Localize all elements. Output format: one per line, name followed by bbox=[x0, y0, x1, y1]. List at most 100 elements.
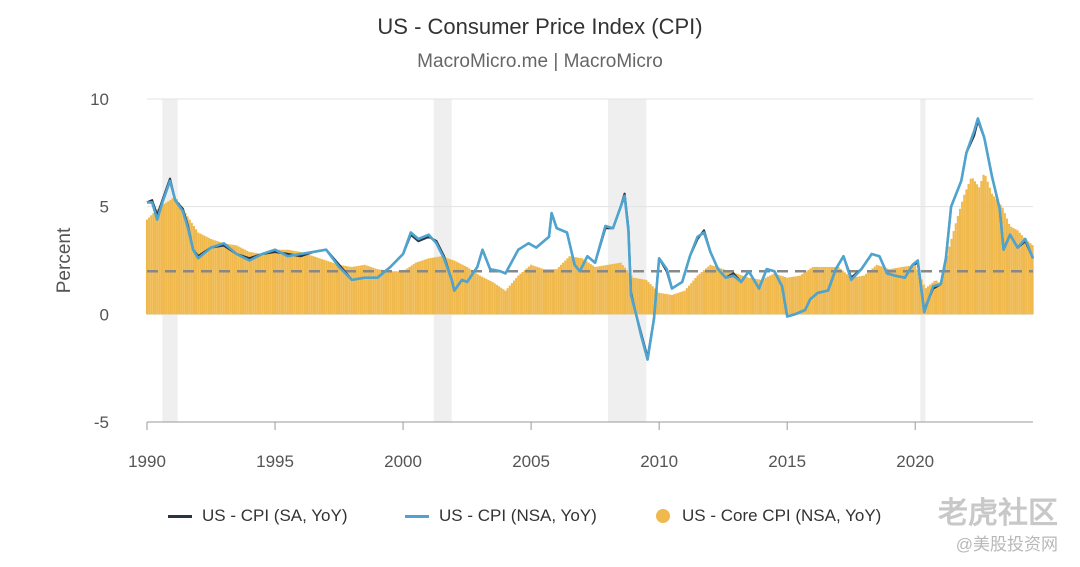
core-cpi-bar bbox=[777, 274, 780, 315]
legend-item-core-cpi[interactable]: US - Core CPI (NSA, YoY) bbox=[656, 503, 881, 529]
core-cpi-bar bbox=[841, 270, 844, 315]
core-cpi-bar bbox=[331, 262, 334, 315]
core-cpi-bar bbox=[647, 282, 650, 315]
x-tick-label: 2000 bbox=[384, 452, 422, 471]
core-cpi-bar bbox=[655, 290, 659, 315]
legend-swatch-core-cpi bbox=[656, 509, 670, 523]
core-cpi-bar bbox=[340, 265, 343, 315]
core-cpi-bar bbox=[892, 268, 895, 315]
core-cpi-bar bbox=[820, 266, 823, 315]
core-cpi-bar bbox=[297, 251, 300, 315]
core-cpi-bar bbox=[877, 265, 880, 315]
core-cpi-bar bbox=[700, 271, 703, 315]
core-cpi-bar bbox=[583, 259, 586, 315]
core-cpi-bar bbox=[1029, 243, 1032, 315]
core-cpi-bar bbox=[152, 213, 155, 315]
core-cpi-bar bbox=[572, 256, 575, 315]
core-cpi-bar bbox=[771, 274, 774, 315]
core-cpi-bar bbox=[830, 266, 834, 315]
core-cpi-bar bbox=[760, 279, 763, 315]
core-cpi-bar bbox=[626, 270, 629, 315]
core-cpi-bar bbox=[924, 288, 927, 315]
core-cpi-bar bbox=[549, 269, 552, 315]
legend-item-cpi-nsa[interactable]: US - CPI (NSA, YoY) bbox=[405, 503, 597, 529]
core-cpi-bar bbox=[982, 174, 985, 315]
legend-item-cpi-sa[interactable]: US - CPI (SA, YoY) bbox=[168, 503, 348, 529]
core-cpi-bar bbox=[860, 275, 863, 315]
core-cpi-bar bbox=[212, 239, 215, 315]
core-cpi-bar bbox=[939, 284, 942, 315]
core-cpi-bar bbox=[380, 269, 383, 315]
x-tick-label: 1995 bbox=[256, 452, 294, 471]
core-cpi-bar bbox=[163, 203, 166, 315]
core-cpi-bar bbox=[250, 252, 253, 315]
core-cpi-bar bbox=[299, 251, 302, 315]
core-cpi-bar bbox=[365, 265, 368, 315]
core-cpi-bar bbox=[807, 269, 810, 315]
core-cpi-bar bbox=[359, 265, 362, 315]
core-cpi-bar bbox=[547, 269, 550, 315]
core-cpi-bar bbox=[423, 259, 426, 315]
core-cpi-bar bbox=[165, 202, 168, 315]
core-cpi-bar bbox=[239, 247, 242, 315]
core-cpi-bar bbox=[421, 260, 424, 315]
core-cpi-bar bbox=[416, 261, 420, 315]
core-cpi-bar bbox=[707, 266, 710, 315]
core-cpi-bar bbox=[188, 219, 191, 315]
core-cpi-bar bbox=[203, 235, 206, 315]
core-cpi-bar bbox=[946, 255, 949, 315]
core-cpi-bar bbox=[641, 279, 644, 315]
core-cpi-bar bbox=[457, 262, 460, 315]
core-cpi-bar bbox=[314, 256, 317, 315]
chart-subtitle: MacroMicro.me | MacroMicro bbox=[417, 51, 663, 72]
core-cpi-bar bbox=[459, 263, 462, 315]
core-cpi-bar bbox=[990, 193, 994, 315]
core-cpi-bar bbox=[600, 265, 603, 315]
core-cpi-bar bbox=[557, 266, 560, 315]
core-cpi-bar bbox=[495, 284, 499, 315]
core-cpi-bar bbox=[984, 175, 987, 315]
core-cpi-bar bbox=[489, 280, 492, 315]
core-cpi-bar bbox=[690, 283, 693, 315]
core-cpi-bar bbox=[361, 265, 364, 315]
core-cpi-bar bbox=[291, 250, 294, 315]
core-cpi-bar bbox=[478, 275, 481, 315]
core-cpi-bar bbox=[468, 268, 471, 315]
core-cpi-bar bbox=[702, 270, 706, 315]
core-cpi-bar bbox=[320, 259, 324, 315]
core-cpi-bar bbox=[335, 264, 338, 315]
core-cpi-bar bbox=[638, 278, 641, 315]
core-cpi-bar bbox=[717, 267, 720, 315]
core-cpi-bar bbox=[764, 277, 767, 315]
core-cpi-bar bbox=[145, 219, 149, 315]
core-cpi-bar bbox=[594, 266, 597, 315]
core-cpi-bar bbox=[668, 294, 671, 315]
core-cpi-bar bbox=[461, 264, 464, 315]
core-cpi-bar bbox=[186, 216, 189, 315]
core-cpi-bar bbox=[1005, 218, 1009, 315]
core-cpi-bar bbox=[894, 268, 898, 315]
core-cpi-bar bbox=[961, 201, 964, 315]
core-cpi-bar bbox=[886, 268, 889, 315]
core-cpi-bar bbox=[726, 270, 729, 315]
core-cpi-bar bbox=[969, 178, 972, 315]
core-cpi-bar bbox=[180, 205, 183, 315]
core-cpi-bar bbox=[534, 266, 537, 315]
core-cpi-bar bbox=[470, 269, 473, 315]
core-cpi-bar bbox=[728, 271, 731, 315]
core-cpi-bar bbox=[606, 264, 609, 315]
core-cpi-bar bbox=[709, 264, 712, 315]
core-cpi-bar bbox=[788, 277, 791, 315]
core-cpi-bar bbox=[472, 271, 475, 315]
core-cpi-bar bbox=[318, 258, 321, 315]
core-cpi-bar bbox=[476, 274, 479, 315]
core-cpi-bar bbox=[525, 268, 528, 315]
core-cpi-bar bbox=[598, 266, 601, 315]
core-cpi-bar bbox=[1025, 239, 1028, 315]
core-cpi-bar bbox=[158, 206, 161, 315]
core-cpi-bar bbox=[719, 268, 723, 315]
core-cpi-bar bbox=[596, 266, 599, 315]
core-cpi-bar bbox=[568, 256, 571, 315]
core-cpi-bar bbox=[933, 280, 936, 315]
core-cpi-bar bbox=[431, 257, 434, 315]
